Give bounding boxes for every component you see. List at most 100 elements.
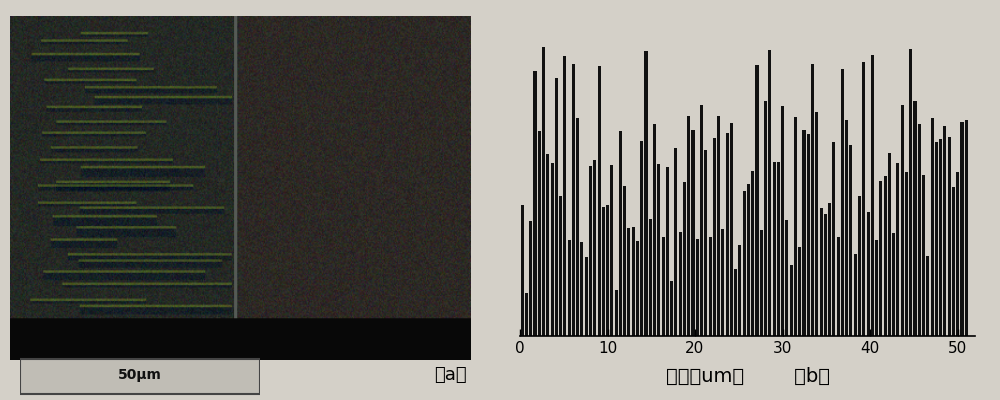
Bar xyxy=(551,163,554,336)
Bar xyxy=(832,142,835,336)
Bar xyxy=(649,220,652,336)
Bar xyxy=(636,241,639,336)
Bar xyxy=(965,120,968,336)
Bar xyxy=(572,64,575,336)
Bar xyxy=(619,131,622,336)
Bar xyxy=(841,69,844,336)
Bar xyxy=(828,203,831,336)
Bar xyxy=(576,118,579,336)
Bar xyxy=(820,208,823,336)
Bar xyxy=(644,51,648,336)
Bar xyxy=(794,116,797,336)
Bar xyxy=(807,134,810,336)
Bar xyxy=(892,233,895,336)
Bar xyxy=(640,142,643,336)
Text: （a）: （a） xyxy=(434,366,466,384)
Bar xyxy=(700,105,703,336)
X-axis label: 膜厕（um）        （b）: 膜厕（um） （b） xyxy=(666,367,830,386)
Bar xyxy=(909,49,912,336)
Bar xyxy=(773,162,776,336)
Bar xyxy=(871,55,874,336)
Bar xyxy=(935,142,938,336)
Bar xyxy=(670,281,673,336)
Bar xyxy=(781,106,784,336)
Text: 50μm: 50μm xyxy=(118,368,162,382)
Bar xyxy=(960,122,964,336)
Bar xyxy=(666,168,669,336)
Bar xyxy=(790,266,793,336)
Bar xyxy=(606,205,609,336)
Bar xyxy=(730,124,733,336)
Bar xyxy=(589,166,592,336)
Bar xyxy=(674,148,677,336)
Bar xyxy=(798,247,801,336)
Bar xyxy=(956,172,959,336)
Bar xyxy=(538,131,541,336)
Bar xyxy=(559,196,562,336)
Bar xyxy=(743,191,746,336)
Bar xyxy=(721,229,724,336)
Bar xyxy=(738,245,741,336)
Bar xyxy=(913,101,917,336)
Bar xyxy=(627,228,630,336)
Bar xyxy=(713,138,716,336)
Bar xyxy=(948,138,951,336)
Bar xyxy=(533,71,537,336)
Bar xyxy=(542,47,545,336)
FancyBboxPatch shape xyxy=(20,359,260,394)
Bar xyxy=(879,181,882,336)
Bar xyxy=(785,220,788,336)
Bar xyxy=(683,182,686,336)
Bar xyxy=(615,290,618,336)
Bar xyxy=(845,120,848,336)
Bar xyxy=(662,237,665,336)
Bar xyxy=(602,207,605,336)
Bar xyxy=(610,165,613,336)
Bar xyxy=(555,78,558,336)
Bar xyxy=(653,124,656,336)
Bar xyxy=(815,112,818,336)
Bar xyxy=(811,64,814,336)
Bar xyxy=(747,184,750,336)
Bar xyxy=(764,102,767,336)
Bar xyxy=(875,240,878,336)
Bar xyxy=(568,240,571,336)
Bar xyxy=(687,116,690,336)
Bar xyxy=(952,187,955,336)
Bar xyxy=(593,160,596,336)
Bar xyxy=(632,227,635,336)
Bar xyxy=(696,239,699,336)
Bar xyxy=(768,50,771,336)
Bar xyxy=(802,130,806,336)
Bar xyxy=(580,242,583,336)
Bar xyxy=(525,293,528,336)
Bar xyxy=(704,150,707,336)
Bar xyxy=(623,186,626,336)
Bar xyxy=(734,269,737,336)
Bar xyxy=(691,130,695,336)
Bar xyxy=(926,256,929,336)
Bar xyxy=(918,124,921,336)
Bar xyxy=(777,162,780,336)
Bar xyxy=(585,258,588,336)
Bar xyxy=(598,66,601,336)
Bar xyxy=(943,126,946,336)
Bar xyxy=(563,56,566,336)
Bar xyxy=(931,118,934,336)
Bar xyxy=(837,237,840,336)
Bar xyxy=(884,176,887,336)
Bar xyxy=(709,237,712,336)
Bar xyxy=(755,65,759,336)
Bar xyxy=(751,171,754,336)
Bar xyxy=(867,212,870,336)
Bar xyxy=(922,174,925,336)
Bar xyxy=(858,196,861,336)
Bar xyxy=(760,230,763,336)
Bar xyxy=(726,133,729,336)
Bar xyxy=(888,153,891,336)
Bar xyxy=(862,62,865,336)
Bar xyxy=(546,154,549,336)
Bar xyxy=(717,116,720,336)
Bar xyxy=(521,205,524,336)
Bar xyxy=(529,220,532,336)
